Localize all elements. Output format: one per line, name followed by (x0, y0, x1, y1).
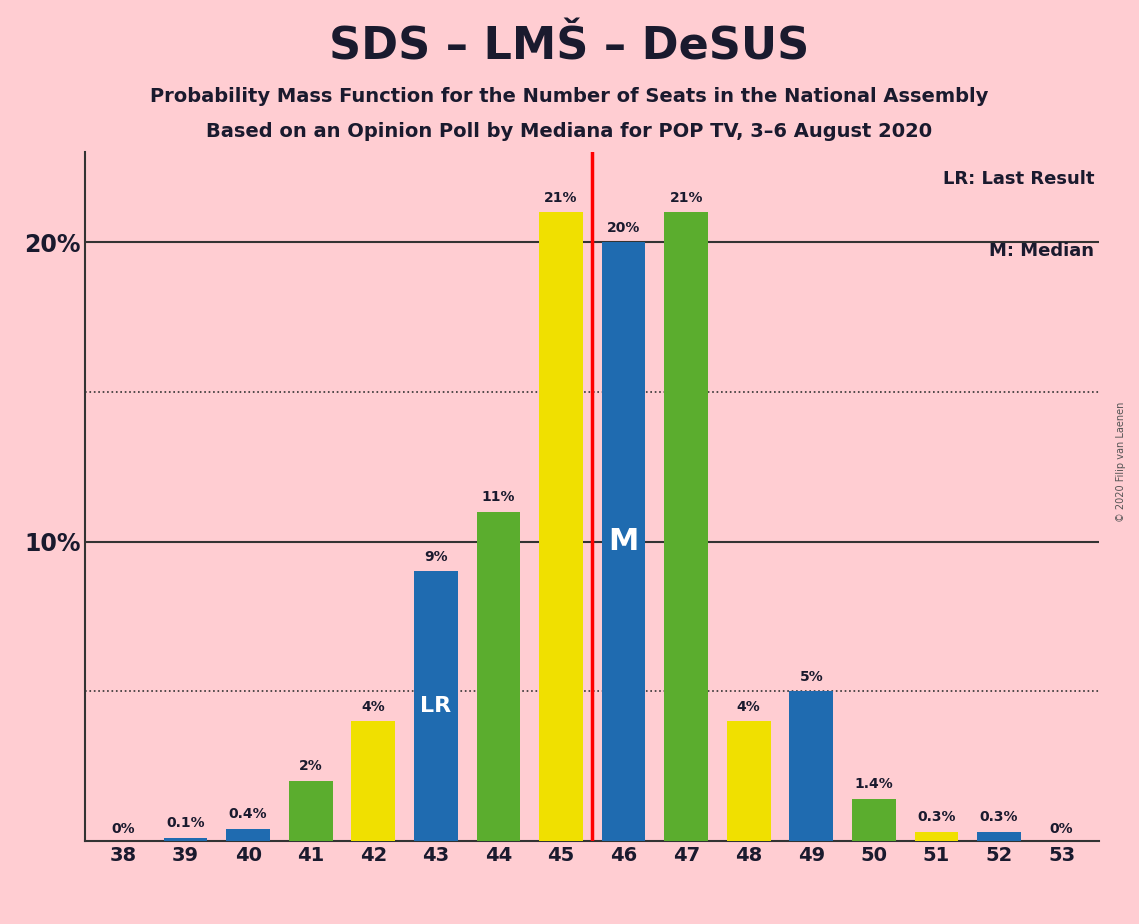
Bar (164, 838, 207, 841)
Text: 0.3%: 0.3% (980, 810, 1018, 824)
Bar (977, 832, 1021, 841)
Text: 11%: 11% (482, 490, 515, 505)
Bar (476, 512, 521, 841)
Text: 2%: 2% (298, 760, 322, 773)
Bar (727, 721, 771, 841)
Text: 21%: 21% (544, 191, 577, 205)
Text: 0%: 0% (1050, 822, 1073, 836)
Text: 9%: 9% (424, 550, 448, 564)
Text: 0.3%: 0.3% (917, 810, 956, 824)
Text: 1.4%: 1.4% (854, 777, 893, 792)
Text: M: Median: M: Median (989, 242, 1095, 260)
Bar (289, 781, 333, 841)
Bar (852, 799, 895, 841)
Bar (664, 213, 708, 841)
Text: 21%: 21% (670, 191, 703, 205)
Text: SDS – LMŠ – DeSUS: SDS – LMŠ – DeSUS (329, 26, 810, 69)
Text: 0.1%: 0.1% (166, 817, 205, 831)
Bar (351, 721, 395, 841)
Text: 5%: 5% (800, 670, 823, 684)
Bar (539, 213, 583, 841)
Bar (227, 829, 270, 841)
Bar (413, 571, 458, 841)
Text: M: M (608, 527, 639, 556)
Text: © 2020 Filip van Laenen: © 2020 Filip van Laenen (1116, 402, 1125, 522)
Bar (789, 691, 834, 841)
Text: 4%: 4% (737, 699, 761, 713)
Text: 0%: 0% (112, 822, 134, 836)
Text: LR: Last Result: LR: Last Result (943, 170, 1095, 188)
Text: 0.4%: 0.4% (229, 808, 268, 821)
Bar (601, 242, 646, 841)
Text: 20%: 20% (607, 221, 640, 235)
Text: Probability Mass Function for the Number of Seats in the National Assembly: Probability Mass Function for the Number… (150, 87, 989, 106)
Text: 4%: 4% (361, 699, 385, 713)
Bar (915, 832, 958, 841)
Text: Based on an Opinion Poll by Mediana for POP TV, 3–6 August 2020: Based on an Opinion Poll by Mediana for … (206, 122, 933, 141)
Text: LR: LR (420, 696, 451, 716)
